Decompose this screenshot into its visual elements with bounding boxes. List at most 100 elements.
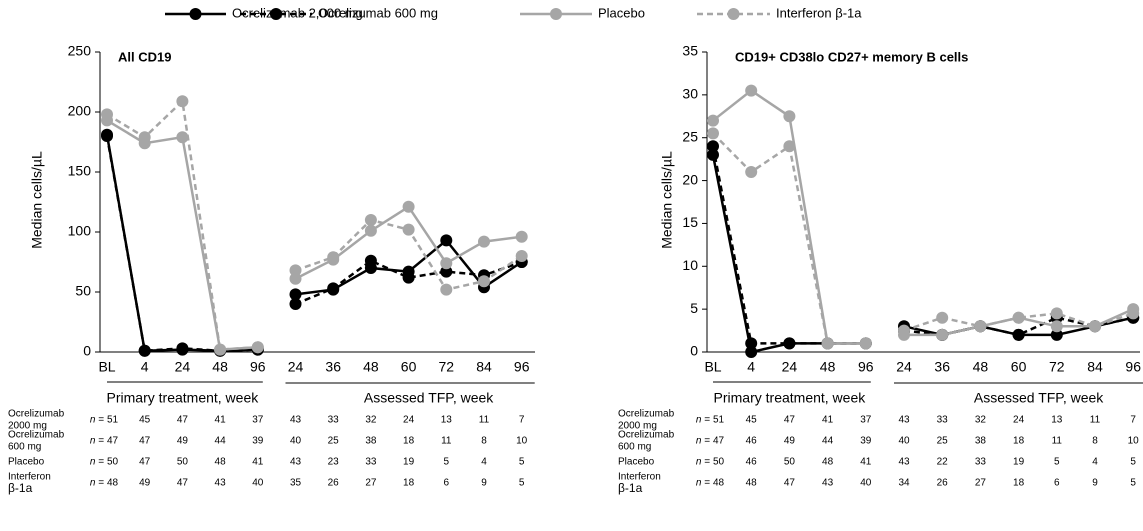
data-point bbox=[707, 140, 719, 153]
data-point bbox=[402, 271, 415, 284]
table-cell: 51 bbox=[713, 415, 725, 426]
table-cell: 23 bbox=[328, 457, 340, 468]
legend-marker bbox=[727, 8, 740, 20]
group-label: Assessed TFP, week bbox=[364, 390, 494, 406]
n-label: n = bbox=[696, 478, 710, 489]
data-point bbox=[289, 288, 302, 301]
data-point bbox=[1089, 320, 1101, 333]
series-line bbox=[712, 132, 866, 345]
table-cell: 26 bbox=[937, 478, 949, 489]
table-cell: 50 bbox=[713, 457, 725, 468]
table-cell: 47 bbox=[139, 457, 151, 468]
table-cell: 6 bbox=[1054, 478, 1060, 489]
series-line bbox=[712, 89, 866, 345]
data-point bbox=[974, 320, 987, 333]
table-cell: 10 bbox=[1128, 436, 1140, 447]
y-tick-label: 250 bbox=[68, 43, 92, 59]
data-point bbox=[101, 108, 113, 121]
y-tick-label: 0 bbox=[690, 343, 698, 359]
data-point bbox=[515, 250, 528, 262]
x-tick-label: 72 bbox=[439, 359, 455, 375]
data-point bbox=[364, 254, 377, 267]
table-cell: 43 bbox=[290, 457, 302, 468]
table-cell: 9 bbox=[1092, 478, 1098, 489]
series-line bbox=[711, 146, 866, 345]
data-point bbox=[176, 342, 189, 355]
table-cell: 5 bbox=[519, 457, 525, 468]
table-cell: 49 bbox=[177, 436, 189, 447]
y-tick-label: 35 bbox=[682, 43, 698, 59]
table-cell: 32 bbox=[365, 415, 377, 426]
table-cell: 46 bbox=[746, 457, 758, 468]
table-cell: 11 bbox=[441, 436, 452, 447]
x-tick-label: 36 bbox=[934, 359, 950, 375]
data-point bbox=[440, 265, 453, 278]
y-tick-label: 30 bbox=[682, 86, 698, 102]
x-tick-label: 24 bbox=[782, 359, 798, 375]
data-point bbox=[176, 95, 189, 108]
y-tick-label: 200 bbox=[68, 103, 92, 119]
data-point bbox=[327, 282, 340, 295]
data-point bbox=[138, 131, 151, 144]
table-cell: 43 bbox=[215, 478, 227, 489]
table-cell: 48 bbox=[746, 478, 758, 489]
table-cell: 48 bbox=[215, 457, 227, 468]
table-cell: 32 bbox=[975, 415, 987, 426]
table-cell: 4 bbox=[481, 457, 487, 468]
table-cell: 40 bbox=[860, 478, 872, 489]
row-label: 2000 mg bbox=[618, 421, 657, 432]
table-cell: 44 bbox=[822, 436, 834, 447]
table-cell: 40 bbox=[898, 436, 910, 447]
data-point bbox=[440, 283, 453, 296]
table-cell: 43 bbox=[290, 415, 302, 426]
table-cell: 45 bbox=[139, 415, 151, 426]
x-tick-label: 24 bbox=[288, 359, 304, 375]
row-label: Interferon bbox=[8, 472, 51, 483]
table-cell: 39 bbox=[252, 436, 264, 447]
table-cell: 47 bbox=[107, 436, 119, 447]
table-cell: 46 bbox=[746, 436, 758, 447]
data-point bbox=[936, 328, 949, 341]
x-tick-label: 60 bbox=[1011, 359, 1027, 375]
row-label: Placebo bbox=[8, 457, 45, 468]
series-line bbox=[105, 134, 258, 353]
data-point bbox=[745, 84, 758, 97]
table-cell: 47 bbox=[139, 436, 151, 447]
row-label: Interferon bbox=[618, 472, 661, 483]
data-point bbox=[707, 127, 719, 140]
x-tick-label: 48 bbox=[973, 359, 989, 375]
table-cell: 50 bbox=[784, 457, 796, 468]
n-label: n = bbox=[90, 457, 104, 468]
y-tick-label: 0 bbox=[83, 343, 91, 359]
x-tick-label: 4 bbox=[747, 359, 755, 375]
table-cell: 11 bbox=[479, 415, 490, 426]
table-cell: 13 bbox=[441, 415, 453, 426]
table-cell: 37 bbox=[252, 415, 264, 426]
table-cell: 27 bbox=[365, 478, 377, 489]
x-tick-label: 48 bbox=[363, 359, 379, 375]
data-point bbox=[327, 251, 340, 264]
row-label: β-1a bbox=[618, 481, 643, 495]
n-label: n = bbox=[90, 436, 104, 447]
series-line bbox=[105, 135, 258, 353]
table-cell: 11 bbox=[1052, 436, 1063, 447]
x-tick-label: 48 bbox=[212, 359, 228, 375]
data-point bbox=[289, 298, 302, 310]
row-label: 600 mg bbox=[618, 442, 651, 453]
group-label: Primary treatment, week bbox=[714, 390, 867, 406]
table-cell: 5 bbox=[1054, 457, 1060, 468]
y-tick-label: 5 bbox=[690, 300, 698, 316]
data-point bbox=[101, 130, 113, 142]
row-label: Ocrelizumab bbox=[8, 430, 65, 441]
table-cell: 18 bbox=[1013, 436, 1025, 447]
table-cell: 41 bbox=[822, 415, 834, 426]
n-label: n = bbox=[90, 478, 104, 489]
table-cell: 43 bbox=[898, 457, 910, 468]
x-tick-label: 84 bbox=[1087, 359, 1103, 375]
y-tick-label: 15 bbox=[682, 214, 698, 230]
data-point bbox=[1050, 320, 1063, 333]
data-point bbox=[402, 200, 415, 213]
table-cell: 8 bbox=[481, 436, 487, 447]
n-label: n = bbox=[90, 415, 104, 426]
table-cell: 38 bbox=[365, 436, 377, 447]
